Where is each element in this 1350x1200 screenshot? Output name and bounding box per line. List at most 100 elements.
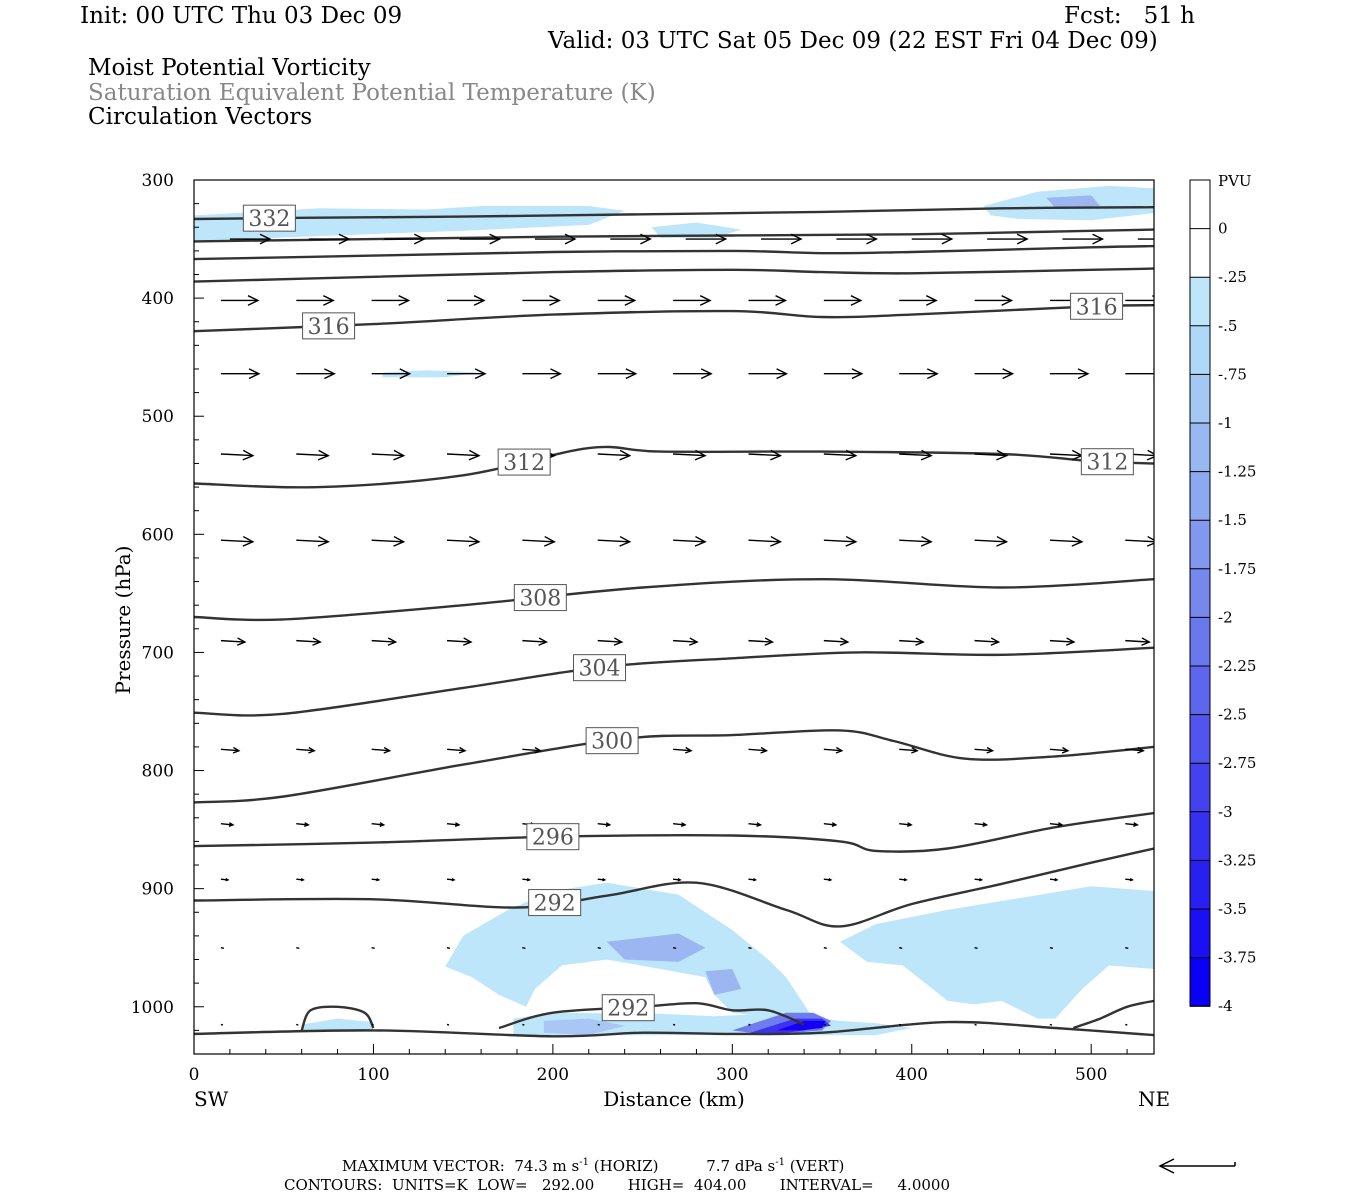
vector-shaft bbox=[296, 639, 321, 643]
circulation-vector bbox=[371, 535, 406, 547]
circulation-vector bbox=[899, 449, 933, 461]
vector-shaft bbox=[748, 453, 781, 457]
theta-contour-line bbox=[194, 578, 1154, 622]
circulation-vector bbox=[371, 878, 381, 882]
contour-label: 304 bbox=[573, 654, 627, 682]
vector-head bbox=[941, 233, 954, 245]
vector-shaft bbox=[522, 539, 555, 543]
circulation-vector bbox=[446, 746, 467, 754]
init-time: Init: 00 UTC Thu 03 Dec 09 bbox=[80, 3, 403, 29]
vector-shaft bbox=[597, 822, 610, 826]
vector-head bbox=[764, 637, 775, 646]
vector-shaft bbox=[446, 1023, 450, 1026]
vector-head bbox=[775, 295, 788, 306]
circulation-vector bbox=[823, 295, 863, 306]
contour-label-text: 308 bbox=[519, 587, 561, 612]
vector-shaft bbox=[1125, 748, 1144, 752]
vector-shaft bbox=[974, 453, 1007, 457]
vector-head bbox=[242, 449, 255, 461]
y-tick-label: 900 bbox=[142, 880, 174, 900]
vector-shaft bbox=[220, 1023, 224, 1026]
colorbar-swatch bbox=[1190, 423, 1210, 472]
vector-shaft bbox=[296, 539, 329, 543]
circulation-vector bbox=[1125, 295, 1154, 306]
vector-head bbox=[851, 368, 864, 380]
circulation-vector bbox=[1125, 947, 1129, 949]
vector-head bbox=[684, 746, 693, 754]
circulation-vector bbox=[220, 449, 255, 461]
vert-value: 7.7 dPa s bbox=[706, 1157, 776, 1175]
theta-contours bbox=[194, 206, 1154, 1038]
vector-head bbox=[317, 449, 330, 461]
pv-shade-region bbox=[543, 1018, 625, 1036]
circulation-vector bbox=[974, 637, 1001, 646]
x-tick-label: 100 bbox=[357, 1065, 389, 1085]
horiz-value: 74.3 m s bbox=[514, 1157, 580, 1175]
circulation-vector bbox=[534, 233, 577, 245]
vector-shaft bbox=[1125, 639, 1150, 643]
vector-shaft bbox=[898, 1023, 902, 1026]
vector-head bbox=[602, 878, 607, 882]
circulation-vector bbox=[522, 368, 562, 380]
vector-head bbox=[1141, 637, 1151, 646]
circulation-vector bbox=[748, 295, 788, 306]
theta-contour-line bbox=[194, 729, 1154, 804]
circulation-vector bbox=[672, 947, 677, 949]
colorbar-swatch bbox=[1190, 860, 1210, 909]
vector-head bbox=[986, 746, 995, 754]
circulation-vector bbox=[748, 535, 783, 547]
vector-shaft bbox=[1049, 1023, 1053, 1026]
vector-head bbox=[1061, 746, 1070, 754]
circulation-vector bbox=[836, 233, 879, 245]
vector-shaft bbox=[296, 822, 309, 826]
circulation-vector bbox=[911, 233, 954, 245]
colorbar-label: -3.5 bbox=[1218, 900, 1247, 918]
circulation-vector bbox=[823, 1023, 827, 1026]
y-tick-label: 300 bbox=[142, 171, 174, 191]
theta-contour-line bbox=[1072, 999, 1154, 1030]
theta-contour-line bbox=[194, 206, 1154, 221]
vector-shaft bbox=[522, 639, 547, 643]
vector-shaft bbox=[522, 947, 526, 949]
circulation-vector bbox=[899, 535, 933, 547]
vector-head bbox=[835, 746, 844, 754]
vector-shaft bbox=[672, 947, 677, 949]
vector-shaft bbox=[371, 453, 404, 457]
vector-head bbox=[458, 746, 467, 754]
pv-shade-region bbox=[606, 933, 706, 962]
circulation-vector bbox=[220, 295, 260, 306]
circulation-vector bbox=[748, 878, 758, 882]
contour-labels: 332 316 316 312 312 308 304 300 296 292 292 bbox=[242, 204, 1134, 1022]
vector-shaft bbox=[446, 822, 460, 826]
vector-head bbox=[1129, 878, 1134, 882]
vector-head bbox=[613, 637, 624, 646]
circulation-vector bbox=[899, 746, 919, 754]
contour-label: 308 bbox=[513, 584, 567, 612]
circulation-vector bbox=[823, 368, 864, 380]
vector-head bbox=[770, 449, 783, 461]
plot-frame bbox=[193, 179, 1155, 1055]
vector-head bbox=[317, 535, 330, 547]
colorbar-label: -.75 bbox=[1218, 365, 1247, 383]
vector-head bbox=[387, 637, 398, 646]
circulation-vector bbox=[522, 295, 561, 306]
colorbar-label: -1.25 bbox=[1218, 463, 1256, 481]
vector-head bbox=[911, 746, 919, 754]
circulation-vector bbox=[522, 878, 531, 882]
vector-shaft bbox=[748, 748, 767, 752]
vector-shaft bbox=[823, 453, 856, 457]
circulation-vector bbox=[823, 535, 858, 547]
contour-label-text: 316 bbox=[1076, 295, 1118, 320]
circulation-vector bbox=[672, 1023, 676, 1026]
circulation-vector bbox=[446, 947, 451, 949]
vector-shaft bbox=[823, 539, 856, 543]
vector-shaft bbox=[446, 748, 466, 752]
contour-label: 300 bbox=[585, 727, 639, 755]
contour-label: 296 bbox=[526, 823, 580, 851]
vector-shaft bbox=[899, 822, 912, 826]
vector-head bbox=[468, 535, 481, 547]
vector-shaft bbox=[446, 639, 472, 643]
contour-label-box bbox=[528, 889, 582, 917]
vector-head bbox=[1065, 637, 1076, 646]
